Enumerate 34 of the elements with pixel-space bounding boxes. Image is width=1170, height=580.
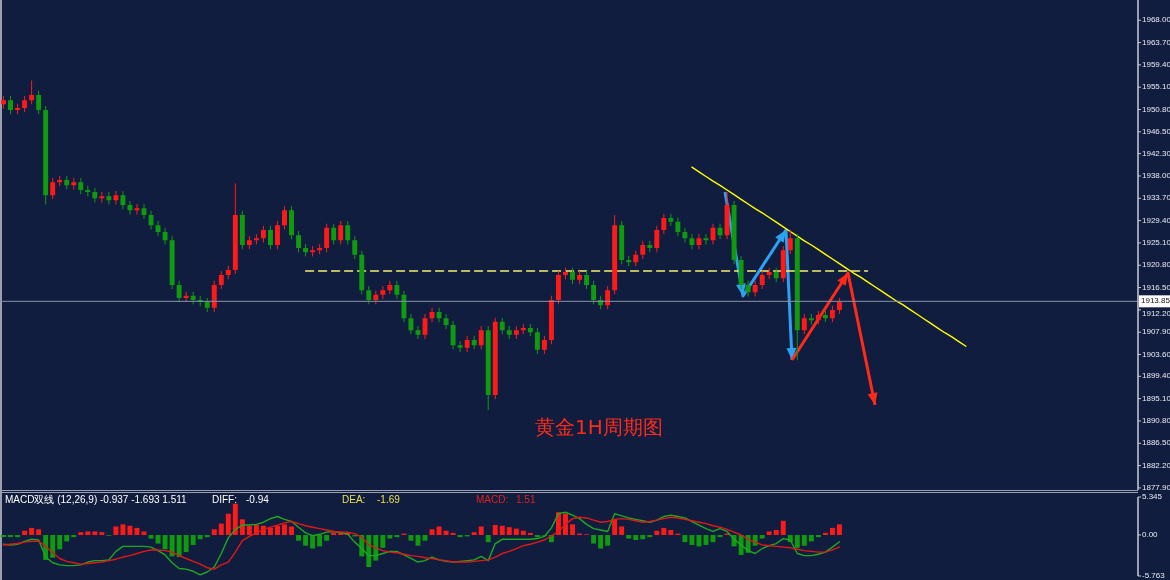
y-tick-label: 1955.10: [1142, 82, 1170, 92]
y-tick-label: 1886.50: [1142, 438, 1170, 448]
annotation: MACD:: [476, 493, 509, 505]
annotation: DIFF:: [212, 493, 237, 505]
annotation: -0.94: [246, 493, 270, 505]
y-tick-label: 1916.50: [1142, 282, 1170, 292]
annotation: -1.69: [377, 493, 401, 505]
y-tick-label: 5.345: [1142, 492, 1163, 502]
y-tick-label: 1920.80: [1142, 260, 1170, 270]
y-tick-label: 1929.40: [1142, 215, 1170, 225]
y-tick-label: 1895.10: [1142, 393, 1170, 403]
y-tick-label: -5.763: [1142, 571, 1166, 580]
y-tick-label: 1912.20: [1142, 308, 1170, 318]
y-tick-label: 1890.80: [1142, 416, 1170, 426]
y-tick-label: 1907.90: [1142, 327, 1170, 337]
y-tick-label: 1968.00: [1142, 15, 1170, 25]
y-tick-label: 1963.70: [1142, 37, 1170, 47]
y-tick-label: 1903.60: [1142, 349, 1170, 359]
text: 黄金1H周期图: [535, 414, 663, 439]
y-tick-label: 1933.70: [1142, 193, 1170, 203]
y-tick-label: 1899.40: [1142, 371, 1170, 381]
y-tick-label: 1925.10: [1142, 238, 1170, 248]
y-tick-label: 1942.30: [1142, 148, 1170, 158]
y-tick-label: 1938.00: [1142, 171, 1170, 181]
y-tick-label: 1877.90: [1142, 483, 1170, 493]
ref-line-label: 1913.85: [1141, 296, 1170, 306]
chart-title: MACD双线 (12,26,9) -0.937 -1.693 1.511: [5, 493, 188, 505]
y-tick-label: 1882.20: [1142, 460, 1170, 470]
y-tick-label: 1959.40: [1142, 59, 1170, 69]
y-tick-label: 1946.50: [1142, 126, 1170, 136]
annotation: 1.51: [516, 493, 536, 505]
y-tick-label: 1950.80: [1142, 104, 1170, 114]
y-tick-label: 0.00: [1142, 530, 1159, 540]
annotation: DEA:: [342, 493, 366, 505]
